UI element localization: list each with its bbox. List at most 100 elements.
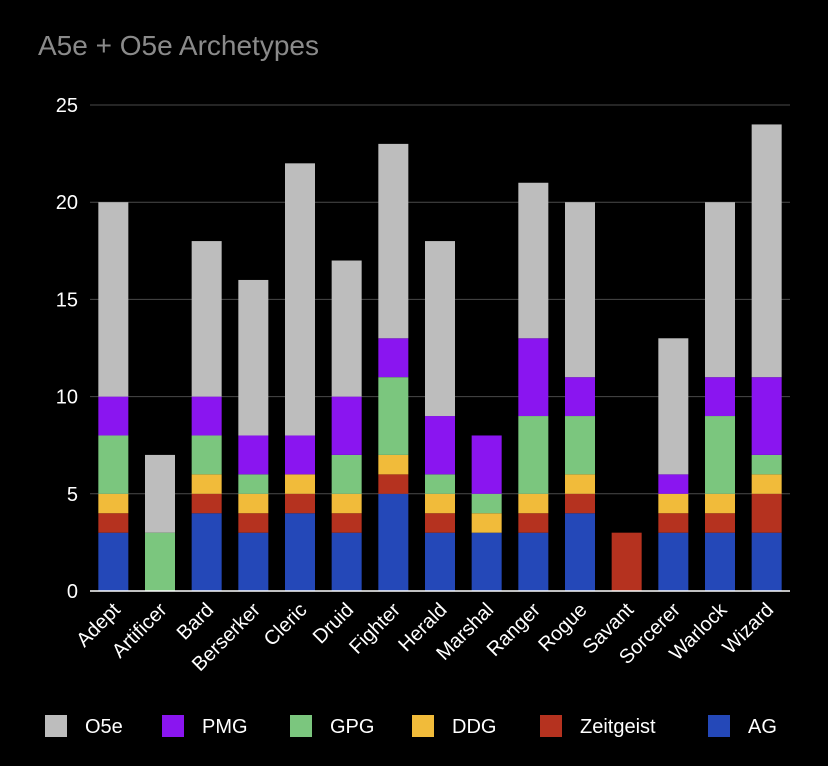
legend-label-zeitgeist: Zeitgeist [580,716,656,738]
bar-segment-o5e-rogue [565,202,595,378]
bar-segment-o5e-ranger [518,182,549,339]
y-tick-label: 20 [56,192,78,214]
bar-segment-ddg-cleric [285,474,315,494]
y-tick-label: 5 [67,484,78,506]
x-tick-label: Fighter [345,599,405,659]
bar-segment-o5e-berserker [238,279,269,436]
bar-segment-ddg-fighter [378,454,409,475]
legend-swatch-o5e [45,715,67,737]
bar-segment-o5e-wizard [751,124,782,378]
bar-segment-o5e-druid [331,260,362,397]
bar-segment-zeitgeist-adept [98,513,129,533]
bar-segment-gpg-rogue [565,416,595,475]
y-tick-label: 10 [56,387,78,409]
bar-segment-o5e-herald [425,241,455,417]
bar-segment-pmg-berserker [238,435,269,475]
bar-segment-zeitgeist-rogue [565,493,595,514]
bar-segment-ag-marshal [471,532,502,591]
bar-segment-ddg-berserker [238,493,269,514]
bar-segment-ag-bard [191,513,222,591]
y-tick-label: 0 [67,581,78,603]
bar-segment-ag-cleric [285,513,315,591]
bar-segment-pmg-cleric [285,435,315,475]
bar-segment-gpg-adept [98,435,129,494]
bar-segment-pmg-adept [98,396,129,436]
legend-swatch-zeitgeist [540,715,562,737]
x-tick-label: Cleric [260,599,312,651]
bar-segment-pmg-fighter [378,338,409,378]
legend-label-pmg: PMG [202,716,248,738]
x-tick-label: Ranger [483,599,545,661]
y-tick-label: 15 [56,289,78,311]
bar-segment-ag-ranger [518,532,549,591]
bar-segment-pmg-wizard [751,377,782,455]
bar-segment-gpg-wizard [751,454,782,475]
bar-segment-ddg-bard [191,474,222,494]
bar-segment-pmg-bard [191,396,222,436]
bar-segment-pmg-ranger [518,338,549,417]
bar-segment-o5e-warlock [705,202,735,378]
bar-segment-gpg-artificer [145,532,175,591]
bar-segment-ag-sorcerer [658,532,689,591]
bar-segment-pmg-marshal [471,435,502,494]
bar-segment-ag-adept [98,532,129,591]
bar-segment-ag-herald [425,532,455,591]
bar-segment-gpg-fighter [378,377,409,455]
bar-segment-pmg-sorcerer [658,474,689,494]
legend-label-o5e: O5e [85,716,123,738]
legend-label-ddg: DDG [452,716,496,738]
bar-segment-gpg-warlock [705,416,735,494]
bar-segment-gpg-berserker [238,474,269,494]
bar-segment-ag-druid [331,532,362,591]
bar-segment-ddg-wizard [751,474,782,494]
bar-segment-zeitgeist-berserker [238,513,269,533]
bar-segment-pmg-warlock [705,377,735,417]
bar-segment-zeitgeist-druid [331,513,362,533]
bar-segment-ddg-warlock [705,493,735,514]
bar-segment-pmg-herald [425,416,455,475]
bar-segment-ddg-marshal [471,513,502,533]
bar-segment-o5e-cleric [285,163,315,436]
bar-segment-ag-rogue [565,513,595,591]
bar-segment-ddg-druid [331,493,362,514]
legend-swatch-gpg [290,715,312,737]
bar-segment-zeitgeist-warlock [705,513,735,533]
bar-segment-o5e-fighter [378,143,409,339]
legend-label-gpg: GPG [330,716,374,738]
bar-segment-gpg-herald [425,474,455,494]
bar-segment-zeitgeist-savant [611,532,642,591]
bar-segment-ddg-rogue [565,474,595,494]
bar-segment-zeitgeist-sorcerer [658,513,689,533]
bar-segment-o5e-artificer [145,454,175,533]
bar-segment-ddg-sorcerer [658,493,689,514]
legend-label-ag: AG [748,716,777,738]
x-tick-label: Wizard [719,599,779,659]
bar-segment-o5e-bard [191,241,222,397]
bar-segment-gpg-bard [191,435,222,475]
bar-segment-ag-fighter [378,493,409,591]
bar-segment-zeitgeist-wizard [751,493,782,533]
bar-segment-pmg-rogue [565,377,595,417]
bar-segment-ddg-adept [98,493,129,514]
bar-segment-zeitgeist-fighter [378,474,409,494]
chart-title: A5e + O5e Archetypes [38,30,319,61]
bar-segment-zeitgeist-cleric [285,493,315,514]
bar-segment-gpg-marshal [471,493,502,514]
bar-segment-o5e-sorcerer [658,338,689,475]
legend-swatch-pmg [162,715,184,737]
bar-segment-gpg-druid [331,454,362,494]
bar-segment-pmg-druid [331,396,362,455]
bar-segment-zeitgeist-bard [191,493,222,514]
bar-segment-ag-warlock [705,532,735,591]
bar-segment-zeitgeist-ranger [518,513,549,533]
bar-segment-o5e-adept [98,202,129,397]
bar-segment-gpg-ranger [518,416,549,494]
bar-segment-zeitgeist-herald [425,513,455,533]
y-tick-label: 25 [56,95,78,117]
bar-segment-ddg-ranger [518,493,549,514]
legend-swatch-ag [708,715,730,737]
bar-segment-ddg-herald [425,493,455,514]
legend-swatch-ddg [412,715,434,737]
